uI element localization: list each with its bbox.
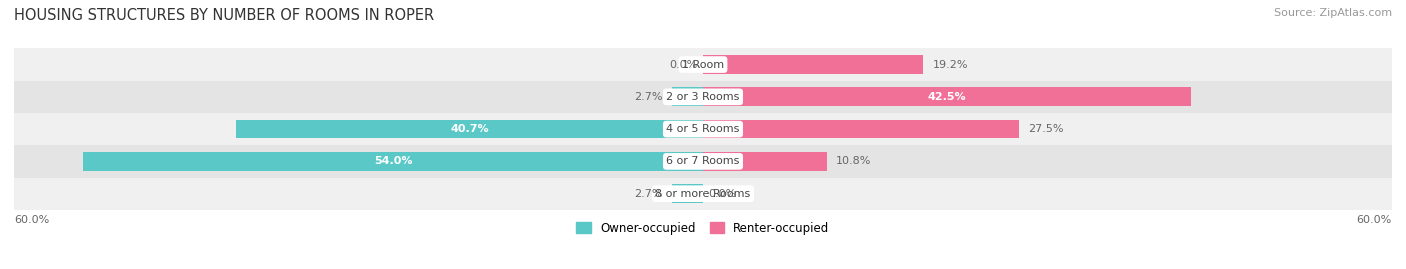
Bar	[703, 152, 827, 171]
Bar	[672, 87, 703, 106]
Bar	[236, 120, 703, 139]
Text: 60.0%: 60.0%	[14, 215, 49, 225]
Text: Source: ZipAtlas.com: Source: ZipAtlas.com	[1274, 8, 1392, 18]
Bar	[14, 178, 1392, 210]
Text: 2 or 3 Rooms: 2 or 3 Rooms	[666, 92, 740, 102]
Text: 0.0%: 0.0%	[669, 59, 697, 70]
Text: 54.0%: 54.0%	[374, 156, 412, 167]
Text: 27.5%: 27.5%	[1028, 124, 1063, 134]
Text: 1 Room: 1 Room	[682, 59, 724, 70]
Legend: Owner-occupied, Renter-occupied: Owner-occupied, Renter-occupied	[572, 217, 834, 239]
Text: 60.0%: 60.0%	[1357, 215, 1392, 225]
Bar	[14, 81, 1392, 113]
Text: 0.0%: 0.0%	[709, 189, 737, 199]
Text: 2.7%: 2.7%	[634, 189, 662, 199]
Text: 6 or 7 Rooms: 6 or 7 Rooms	[666, 156, 740, 167]
Text: HOUSING STRUCTURES BY NUMBER OF ROOMS IN ROPER: HOUSING STRUCTURES BY NUMBER OF ROOMS IN…	[14, 8, 434, 23]
Bar	[703, 87, 1191, 106]
Bar	[672, 184, 703, 203]
Bar	[14, 48, 1392, 81]
Bar	[703, 120, 1019, 139]
Text: 2.7%: 2.7%	[634, 92, 662, 102]
Text: 10.8%: 10.8%	[837, 156, 872, 167]
Bar	[14, 145, 1392, 178]
Text: 4 or 5 Rooms: 4 or 5 Rooms	[666, 124, 740, 134]
Bar	[83, 152, 703, 171]
Text: 8 or more Rooms: 8 or more Rooms	[655, 189, 751, 199]
Text: 19.2%: 19.2%	[932, 59, 969, 70]
Bar	[703, 55, 924, 74]
Text: 42.5%: 42.5%	[928, 92, 966, 102]
Bar	[14, 113, 1392, 145]
Text: 40.7%: 40.7%	[450, 124, 489, 134]
